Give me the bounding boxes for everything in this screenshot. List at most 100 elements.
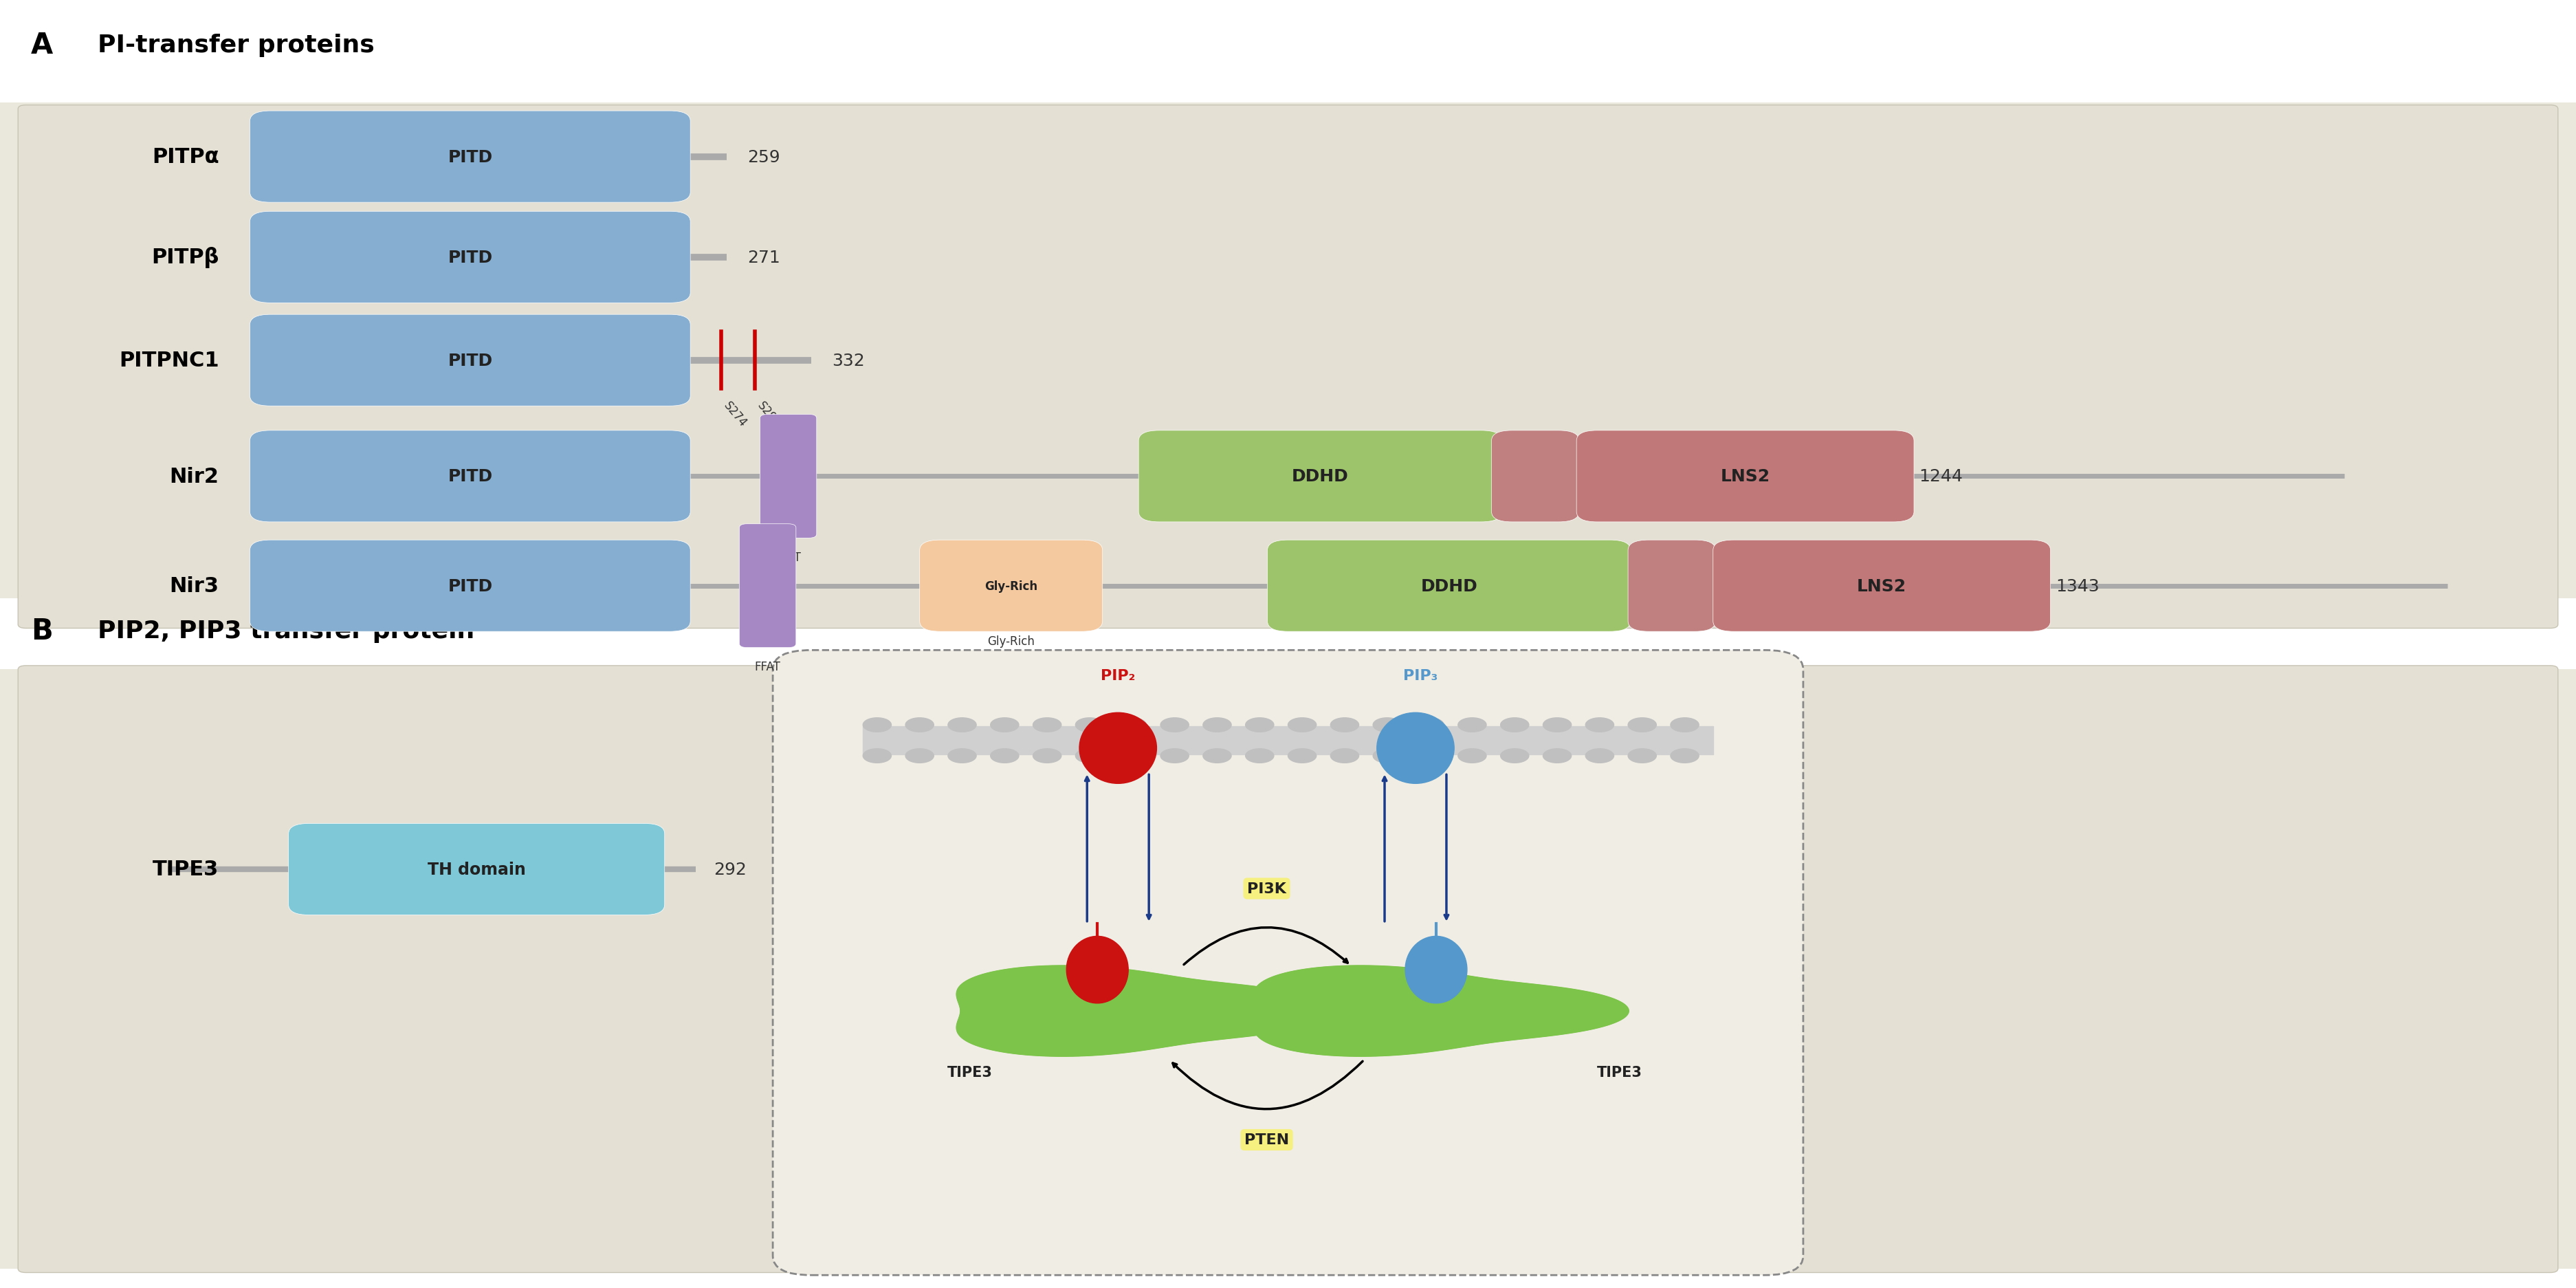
Circle shape xyxy=(1502,719,1530,732)
Text: TIPE3: TIPE3 xyxy=(1597,1065,1641,1079)
FancyBboxPatch shape xyxy=(1577,431,1914,523)
FancyBboxPatch shape xyxy=(1713,541,2050,631)
FancyBboxPatch shape xyxy=(739,524,796,648)
FancyBboxPatch shape xyxy=(1492,431,1579,523)
Text: S299: S299 xyxy=(755,399,783,429)
Text: PI3K: PI3K xyxy=(1247,882,1285,895)
Polygon shape xyxy=(956,966,1332,1056)
Circle shape xyxy=(1672,719,1700,732)
Bar xyxy=(0,599,2576,670)
Circle shape xyxy=(1203,719,1231,732)
Text: DDHD: DDHD xyxy=(1291,469,1350,484)
Circle shape xyxy=(1288,719,1316,732)
Circle shape xyxy=(1458,719,1486,732)
Bar xyxy=(0,1269,2576,1288)
Text: PITD: PITD xyxy=(448,149,492,165)
Circle shape xyxy=(1033,719,1061,732)
Circle shape xyxy=(1033,750,1061,762)
FancyBboxPatch shape xyxy=(250,112,690,204)
Circle shape xyxy=(1587,750,1615,762)
Circle shape xyxy=(989,719,1020,732)
Circle shape xyxy=(1373,750,1401,762)
Text: FFAT: FFAT xyxy=(755,661,781,674)
Circle shape xyxy=(1417,750,1445,762)
Text: PTEN: PTEN xyxy=(1244,1133,1288,1146)
Circle shape xyxy=(1502,750,1530,762)
Circle shape xyxy=(1247,750,1275,762)
Circle shape xyxy=(1543,719,1571,732)
Text: 259: 259 xyxy=(747,149,781,165)
Polygon shape xyxy=(1255,966,1628,1056)
Circle shape xyxy=(1543,750,1571,762)
FancyBboxPatch shape xyxy=(920,541,1103,631)
Text: PITPβ: PITPβ xyxy=(152,247,219,268)
Text: TIPE3: TIPE3 xyxy=(152,859,219,880)
Circle shape xyxy=(907,750,935,762)
Text: 1244: 1244 xyxy=(1919,469,1963,484)
Circle shape xyxy=(1077,750,1105,762)
Circle shape xyxy=(863,719,891,732)
Text: PITD: PITD xyxy=(448,469,492,484)
Circle shape xyxy=(907,719,935,732)
Text: DDHD: DDHD xyxy=(1419,578,1479,594)
Circle shape xyxy=(989,750,1020,762)
Text: TH domain: TH domain xyxy=(428,862,526,877)
Text: PITPα: PITPα xyxy=(152,147,219,167)
Text: A: A xyxy=(31,31,54,59)
Circle shape xyxy=(1288,750,1316,762)
Circle shape xyxy=(1162,750,1190,762)
FancyBboxPatch shape xyxy=(289,824,665,914)
FancyBboxPatch shape xyxy=(773,650,1803,1275)
Ellipse shape xyxy=(1079,714,1157,783)
Text: PITPNC1: PITPNC1 xyxy=(118,350,219,371)
Text: 332: 332 xyxy=(832,353,866,368)
Circle shape xyxy=(1628,750,1656,762)
Circle shape xyxy=(1203,750,1231,762)
Circle shape xyxy=(1332,719,1360,732)
Circle shape xyxy=(948,719,976,732)
Ellipse shape xyxy=(1066,936,1128,1003)
FancyBboxPatch shape xyxy=(760,415,817,538)
Text: LNS2: LNS2 xyxy=(1721,469,1770,484)
FancyBboxPatch shape xyxy=(18,666,2558,1273)
FancyBboxPatch shape xyxy=(250,431,690,523)
Circle shape xyxy=(1247,719,1275,732)
Circle shape xyxy=(1077,719,1105,732)
Text: S274: S274 xyxy=(721,399,750,429)
FancyBboxPatch shape xyxy=(18,106,2558,629)
Text: PI-transfer proteins: PI-transfer proteins xyxy=(98,33,374,57)
Text: PIP2, PIP3 transfer protein: PIP2, PIP3 transfer protein xyxy=(98,620,474,643)
Bar xyxy=(0,0,2576,103)
Ellipse shape xyxy=(1406,936,1468,1003)
Text: 292: 292 xyxy=(714,862,747,877)
Circle shape xyxy=(948,750,976,762)
Text: Nir2: Nir2 xyxy=(170,466,219,487)
Bar xyxy=(863,726,1713,755)
Ellipse shape xyxy=(1378,714,1455,783)
Text: Gly-Rich: Gly-Rich xyxy=(987,635,1036,648)
Circle shape xyxy=(1118,719,1146,732)
Circle shape xyxy=(1417,719,1445,732)
Text: PIP₂: PIP₂ xyxy=(1100,668,1136,683)
Text: Nir3: Nir3 xyxy=(170,576,219,596)
Text: LNS2: LNS2 xyxy=(1857,578,1906,594)
Text: PITD: PITD xyxy=(448,578,492,594)
FancyBboxPatch shape xyxy=(250,541,690,631)
Circle shape xyxy=(1332,750,1360,762)
Text: 271: 271 xyxy=(747,250,781,265)
Circle shape xyxy=(1628,719,1656,732)
Text: PITD: PITD xyxy=(448,353,492,368)
Circle shape xyxy=(1118,750,1146,762)
FancyBboxPatch shape xyxy=(1628,541,1716,631)
Circle shape xyxy=(1672,750,1700,762)
Text: Gly-Rich: Gly-Rich xyxy=(984,580,1038,592)
Circle shape xyxy=(863,750,891,762)
Text: FFAT: FFAT xyxy=(775,551,801,564)
Circle shape xyxy=(1587,719,1615,732)
FancyBboxPatch shape xyxy=(1139,431,1502,523)
Text: PIP₃: PIP₃ xyxy=(1404,668,1437,683)
FancyBboxPatch shape xyxy=(250,314,690,407)
Text: B: B xyxy=(31,617,52,645)
Circle shape xyxy=(1162,719,1190,732)
Circle shape xyxy=(1458,750,1486,762)
